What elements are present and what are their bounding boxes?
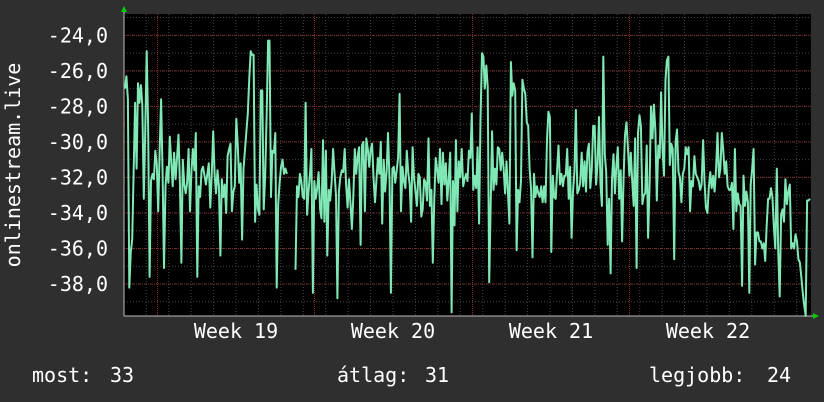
x-tick-label: Week 21: [509, 319, 593, 343]
y-tick-label: -24,0: [48, 23, 108, 47]
y-tick-label: -36,0: [48, 236, 108, 260]
most-label: most:: [32, 363, 92, 387]
y-tick-label: -38,0: [48, 272, 108, 296]
x-tick-labels: Week 19 Week 20 Week 21 Week 22: [194, 319, 750, 343]
y-tick-label: -26,0: [48, 59, 108, 83]
series-lines: [124, 39, 811, 317]
y-tick-label: -28,0: [48, 94, 108, 118]
best-label: legjobb:: [649, 363, 745, 387]
average-value: 31: [425, 363, 449, 387]
best-value: 24: [767, 363, 791, 387]
y-axis-arrow: [121, 6, 127, 12]
x-tick-label: Week 22: [666, 319, 750, 343]
average-label: átlag:: [337, 363, 409, 387]
series-line-0: [124, 39, 811, 317]
x-tick-label: Week 20: [351, 319, 435, 343]
x-tick-label: Week 19: [194, 319, 278, 343]
y-tick-label: -30,0: [48, 130, 108, 154]
y-tick-labels: -24,0 -26,0 -28,0 -30,0 -32,0 -34,0 -36,0 -38,0: [48, 23, 108, 296]
y-tick-label: -32,0: [48, 165, 108, 189]
y-axis-label: onlinestream.live: [1, 63, 25, 268]
y-tick-label: -34,0: [48, 201, 108, 225]
axes: [121, 6, 819, 319]
x-axis-arrow: [813, 313, 819, 319]
most-value: 33: [110, 363, 134, 387]
